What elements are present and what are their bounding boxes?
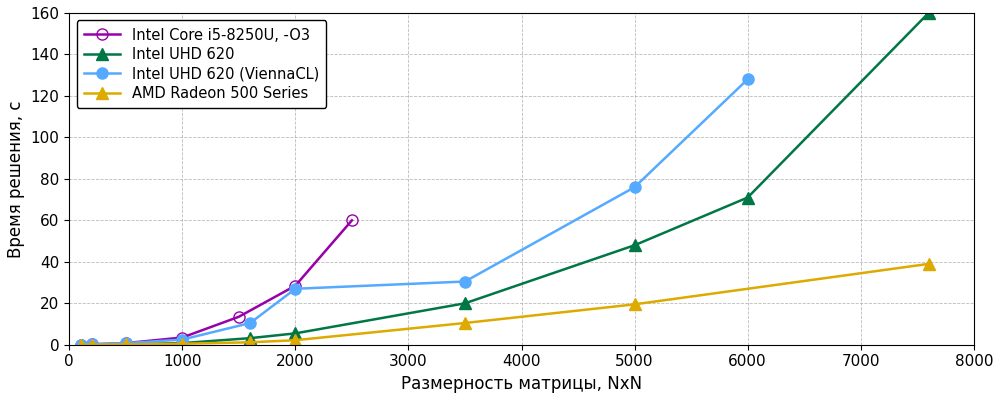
AMD Radeon 500 Series bbox=[120, 342, 132, 347]
AMD Radeon 500 Series bbox=[629, 302, 641, 307]
AMD Radeon 500 Series bbox=[459, 321, 471, 326]
Intel Core i5-8250U, -O3 bbox=[86, 342, 98, 347]
Intel Core i5-8250U, -O3 bbox=[346, 218, 358, 223]
Intel UHD 620 bbox=[120, 342, 132, 347]
Intel UHD 620 (ViennaCL) bbox=[86, 342, 98, 346]
AMD Radeon 500 Series bbox=[289, 338, 301, 343]
Y-axis label: Время решения, с: Время решения, с bbox=[7, 100, 25, 258]
Intel UHD 620 (ViennaCL) bbox=[120, 341, 132, 346]
Line: AMD Radeon 500 Series: AMD Radeon 500 Series bbox=[75, 258, 934, 350]
Intel UHD 620 bbox=[459, 301, 471, 306]
Intel UHD 620 bbox=[289, 331, 301, 336]
Intel UHD 620 bbox=[86, 342, 98, 347]
Line: Intel UHD 620: Intel UHD 620 bbox=[75, 7, 934, 350]
Intel UHD 620 bbox=[75, 342, 87, 347]
Intel UHD 620 bbox=[629, 243, 641, 248]
Line: Intel UHD 620 (ViennaCL): Intel UHD 620 (ViennaCL) bbox=[75, 74, 753, 350]
Intel Core i5-8250U, -O3 bbox=[289, 283, 301, 288]
Intel UHD 620 bbox=[176, 341, 188, 346]
Intel Core i5-8250U, -O3 bbox=[75, 342, 87, 347]
AMD Radeon 500 Series bbox=[86, 342, 98, 347]
Intel UHD 620 (ViennaCL) bbox=[289, 286, 301, 291]
Intel UHD 620 (ViennaCL) bbox=[75, 342, 87, 347]
AMD Radeon 500 Series bbox=[176, 341, 188, 346]
Intel Core i5-8250U, -O3 bbox=[176, 335, 188, 340]
AMD Radeon 500 Series bbox=[923, 262, 935, 266]
Intel UHD 620 bbox=[923, 10, 935, 15]
Intel Core i5-8250U, -O3 bbox=[120, 341, 132, 346]
Legend: Intel Core i5-8250U, -O3, Intel UHD 620, Intel UHD 620 (ViennaCL), AMD Radeon 50: Intel Core i5-8250U, -O3, Intel UHD 620,… bbox=[77, 20, 326, 108]
Intel UHD 620 bbox=[742, 195, 754, 200]
Line: Intel Core i5-8250U, -O3: Intel Core i5-8250U, -O3 bbox=[75, 215, 357, 350]
Intel UHD 620 (ViennaCL) bbox=[244, 321, 256, 326]
AMD Radeon 500 Series bbox=[244, 340, 256, 345]
AMD Radeon 500 Series bbox=[75, 342, 87, 347]
Intel UHD 620 (ViennaCL) bbox=[629, 185, 641, 190]
Intel UHD 620 (ViennaCL) bbox=[742, 77, 754, 82]
Intel UHD 620 (ViennaCL) bbox=[176, 337, 188, 342]
Intel UHD 620 bbox=[244, 336, 256, 340]
X-axis label: Размерность матрицы, NxN: Размерность матрицы, NxN bbox=[401, 375, 642, 393]
Intel UHD 620 (ViennaCL) bbox=[459, 279, 471, 284]
Intel Core i5-8250U, -O3 bbox=[233, 314, 245, 319]
